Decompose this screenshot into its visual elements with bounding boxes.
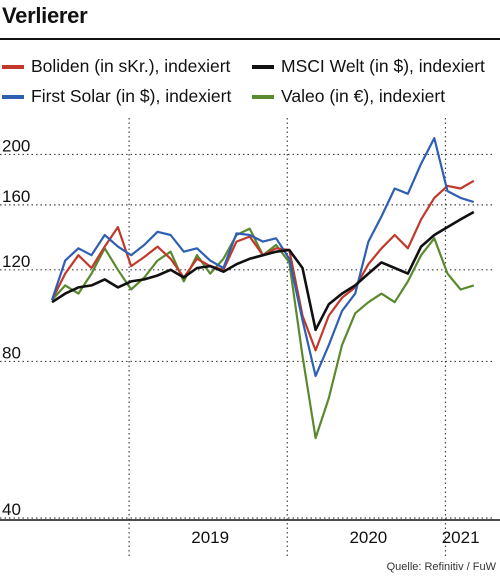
title-rule	[0, 38, 500, 40]
legend-label-valeo: Valeo (in €), indexiert	[281, 86, 446, 106]
x-tick-label-2021: 2021	[442, 528, 480, 547]
series-line-msci	[51, 210, 475, 332]
legend-item-valeo: Valeo (in €), indexiert	[252, 86, 445, 107]
legend-label-first-solar: First Solar (in $), indexiert	[31, 86, 232, 106]
y-tick-label-40: 40	[2, 500, 21, 519]
legend-item-msci: MSCI Welt (in $), indexiert	[252, 56, 485, 77]
y-tick-label-200: 200	[2, 136, 30, 155]
legend-swatch-first-solar	[2, 94, 24, 99]
legend-label-boliden: Boliden (in sKr.), indexiert	[31, 56, 231, 76]
legend-swatch-boliden	[2, 64, 24, 69]
y-tick-label-160: 160	[2, 187, 30, 206]
y-tick-label-80: 80	[2, 343, 21, 362]
y-tick-label-120: 120	[2, 252, 30, 271]
source-note: Quelle: Refinitiv / FuW	[386, 561, 496, 573]
x-tick-label-2019: 2019	[191, 528, 229, 547]
x-tick-label-2020: 2020	[349, 528, 387, 547]
legend-item-boliden: Boliden (in sKr.), indexiert	[2, 56, 230, 77]
series-line-first-solar	[50, 137, 475, 378]
series-line-valeo	[51, 227, 475, 440]
legend-swatch-msci	[252, 64, 274, 69]
legend-label-msci: MSCI Welt (in $), indexiert	[281, 56, 485, 76]
legend-item-first-solar: First Solar (in $), indexiert	[2, 86, 231, 107]
legend-swatch-valeo	[252, 94, 274, 99]
chart-title: Verlierer	[2, 3, 88, 28]
